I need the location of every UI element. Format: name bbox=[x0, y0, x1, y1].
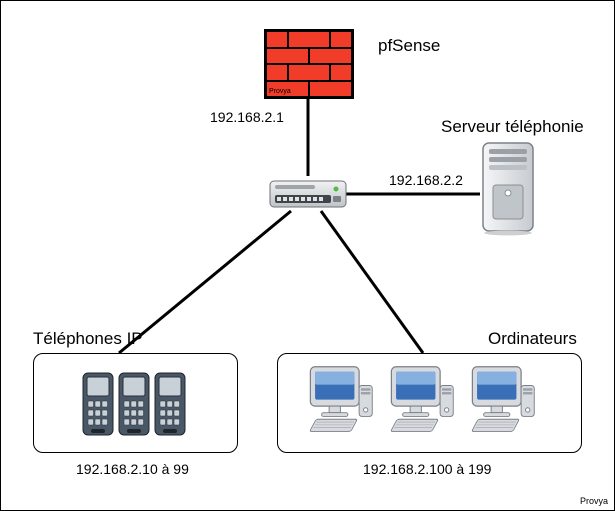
watermark: Provya bbox=[580, 496, 608, 506]
firewall-ip: 192.168.2.1 bbox=[210, 109, 284, 125]
firewall-label: pfSense bbox=[378, 36, 440, 56]
server-icon bbox=[479, 141, 537, 236]
phones-row bbox=[81, 371, 187, 437]
firewall-icon: Provya bbox=[264, 29, 354, 99]
network-diagram-canvas: Provya pfSense 192.168.2.1 Serveur télép… bbox=[0, 0, 615, 511]
phones-label: Téléphones IP bbox=[33, 329, 143, 349]
phone-icon bbox=[117, 371, 151, 437]
computers-label: Ordinateurs bbox=[488, 329, 577, 349]
server-label: Serveur téléphonie bbox=[441, 117, 584, 137]
computers-row bbox=[301, 363, 538, 438]
computer-icon bbox=[301, 363, 376, 438]
phones-ip-range: 192.168.2.10 à 99 bbox=[76, 461, 189, 477]
server-ip: 192.168.2.2 bbox=[389, 172, 463, 188]
computers-ip-range: 192.168.2.100 à 199 bbox=[363, 461, 491, 477]
computer-icon bbox=[382, 363, 457, 438]
switch-icon bbox=[269, 175, 347, 211]
phone-icon bbox=[81, 371, 115, 437]
phone-icon bbox=[153, 371, 187, 437]
computer-icon bbox=[463, 363, 538, 438]
firewall-badge: Provya bbox=[269, 88, 291, 95]
